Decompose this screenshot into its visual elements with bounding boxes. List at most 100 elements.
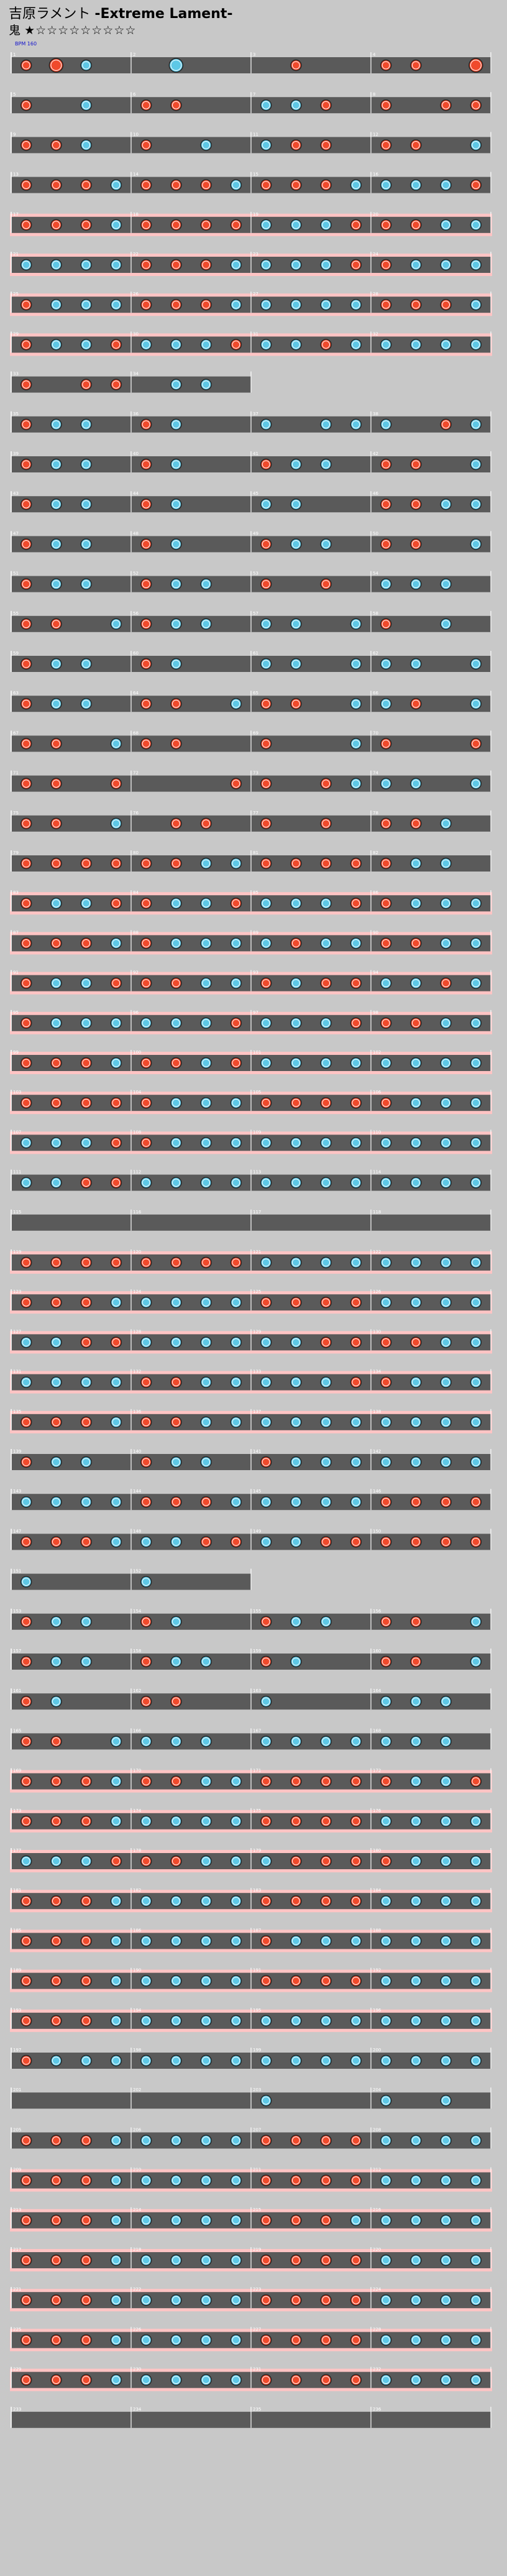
score-row: 209 210 211 212 — [10, 2167, 492, 2192]
note-rim — [52, 1418, 60, 1427]
measure-number: 207 — [253, 2127, 261, 2132]
note-rim — [112, 780, 121, 788]
note-rim — [232, 1977, 240, 1985]
note-rim — [262, 500, 270, 508]
measure-number: 195 — [253, 2008, 261, 2013]
note-rim — [472, 1098, 480, 1107]
note-rim — [322, 1977, 331, 1985]
measure-number: 200 — [373, 2048, 381, 2053]
measure-number: 126 — [373, 1289, 381, 1294]
note-rim — [442, 580, 450, 588]
note-rim — [232, 1857, 240, 1865]
song-title: 吉原ラメント -Extreme Lament- — [9, 2, 233, 22]
note-rim — [232, 1179, 240, 1187]
note-rim — [112, 819, 121, 828]
note-rim — [22, 1458, 30, 1466]
note-rim — [232, 2137, 240, 2145]
note-rim — [142, 2336, 150, 2344]
note-rim — [411, 61, 420, 70]
note-rim — [262, 819, 270, 828]
measure-number: 40 — [133, 451, 139, 456]
note-rim — [112, 1897, 121, 1905]
note-rim — [171, 380, 180, 389]
note-rim — [52, 2336, 60, 2344]
note-rim — [262, 2376, 270, 2385]
measure-number: 115 — [13, 1210, 21, 1215]
note-rim — [442, 1019, 450, 1028]
note-rim — [262, 1258, 270, 1267]
note-rim — [82, 1338, 91, 1346]
note-rim — [442, 1458, 450, 1466]
note-rim — [411, 221, 420, 229]
note-rim — [472, 1777, 480, 1786]
note-rim — [262, 1059, 270, 1067]
note-rim — [322, 1338, 331, 1346]
measure-number: 105 — [253, 1090, 261, 1095]
note-rim — [82, 2216, 91, 2225]
note-rim — [381, 1139, 390, 1147]
note-rim — [352, 2056, 360, 2065]
note-rim — [171, 1697, 180, 1706]
note-rim — [411, 819, 420, 828]
note-rim — [381, 2056, 390, 2065]
note-rim — [472, 2176, 480, 2185]
note-rim — [22, 380, 30, 389]
note-rim — [352, 2176, 360, 2185]
measure-number: 157 — [13, 1649, 21, 1654]
measure-number: 212 — [373, 2168, 381, 2173]
note-rim — [472, 740, 480, 748]
note-rim — [82, 1059, 91, 1067]
note-rim — [442, 2017, 450, 2025]
note-rim — [322, 1737, 331, 1746]
note-rim — [82, 1817, 91, 1826]
note-rim — [322, 1179, 331, 1187]
note-rim — [112, 1777, 121, 1786]
note-rim — [262, 181, 270, 190]
note-rim — [352, 1418, 360, 1427]
measure-number: 131 — [13, 1369, 21, 1374]
note-rim — [352, 740, 360, 748]
note-rim — [232, 939, 240, 947]
measure-number: 108 — [133, 1129, 141, 1134]
note-rim — [142, 1617, 150, 1626]
note-rim — [352, 2336, 360, 2344]
score-row: 185 186 187 188 — [10, 1928, 492, 1953]
note-rim — [52, 460, 60, 469]
note-rim — [202, 2056, 211, 2065]
score-row: 197 198 199 200 — [11, 2048, 491, 2069]
note-rim — [171, 819, 180, 828]
note-rim — [411, 1817, 420, 1826]
score-row: 157 158 159 160 — [11, 1649, 491, 1670]
measure-number: 88 — [133, 930, 139, 935]
note-rim — [442, 101, 450, 109]
note-rim — [352, 1098, 360, 1107]
measure-number: 38 — [373, 412, 378, 416]
note-rim — [112, 1378, 121, 1387]
measure-number: 194 — [133, 2008, 142, 2013]
note-rim — [352, 660, 360, 668]
note-rim — [112, 2017, 121, 2025]
note-rim — [171, 2017, 180, 2025]
note-rim — [112, 221, 121, 229]
note-rim — [411, 1378, 420, 1387]
note-rim — [352, 1338, 360, 1346]
note-rim — [22, 1179, 30, 1187]
measure-number: 127 — [13, 1329, 21, 1334]
note-rim — [262, 141, 270, 149]
measure-number: 220 — [373, 2247, 381, 2252]
measure-number: 179 — [253, 1848, 261, 1853]
note-rim — [352, 300, 360, 309]
measure-number: 150 — [373, 1529, 381, 1534]
note-rim — [381, 341, 390, 349]
note-rim — [381, 740, 390, 748]
note-rim — [202, 939, 211, 947]
note-rim — [202, 2256, 211, 2265]
note-rim — [411, 500, 420, 508]
note-rim — [112, 859, 121, 868]
note-rim — [142, 1777, 150, 1786]
note-rim — [142, 1817, 150, 1826]
note-rim — [202, 899, 211, 908]
score-row: 153 154 155 156 — [11, 1608, 491, 1630]
note-rim — [411, 2336, 420, 2344]
note-rim — [472, 1258, 480, 1267]
